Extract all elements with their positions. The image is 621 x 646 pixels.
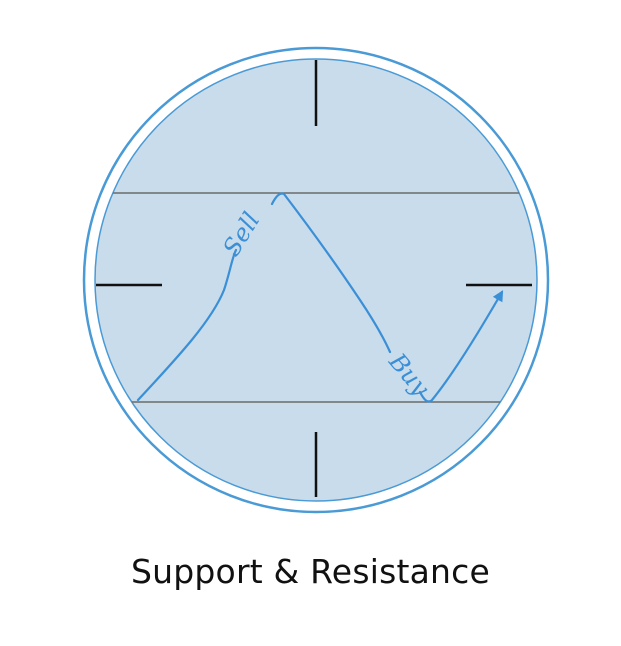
crosshair-scope-icon xyxy=(96,60,532,497)
support-resistance-diagram: Sell Buy xyxy=(82,46,550,514)
price-drop-path xyxy=(270,192,392,354)
diagram-caption: Support & Resistance xyxy=(131,552,490,591)
price-bounce-path xyxy=(418,290,504,403)
price-rise-path xyxy=(136,248,238,402)
scope-lens xyxy=(94,58,538,502)
